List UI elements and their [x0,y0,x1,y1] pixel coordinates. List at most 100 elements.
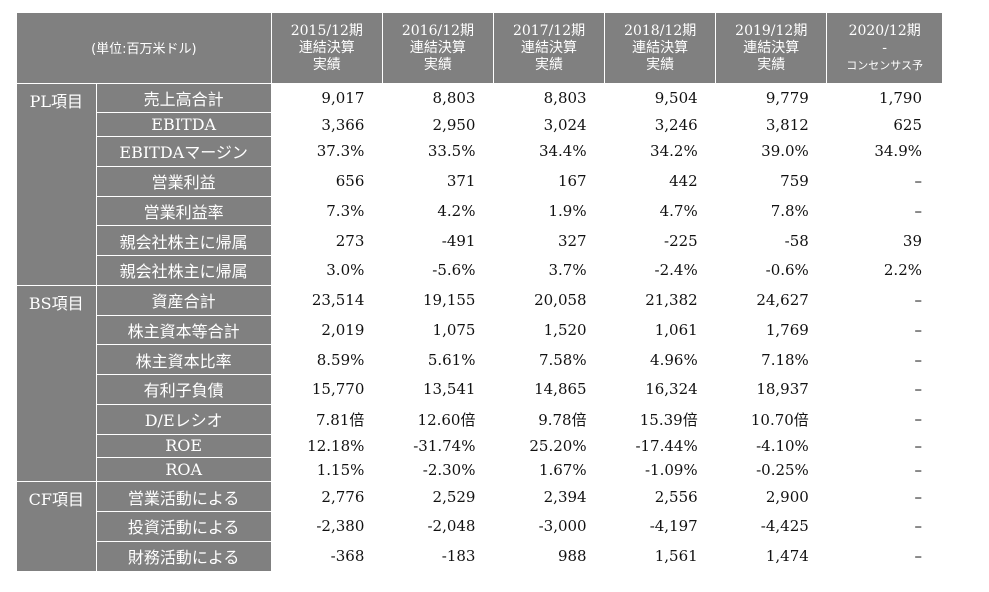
value-cell: -0.6% [715,255,827,286]
table-row: 親会社株主に帰属 273 -491 327 -225 -58 39 [17,225,942,257]
value-cell: 4.2% [382,196,494,227]
value-cell: -183 [382,541,494,572]
value-cell: -3,000 [493,511,605,542]
row-label: 売上高合計 [96,82,272,113]
value-cell: 13,541 [382,374,494,405]
value-cell: 2,529 [382,481,494,512]
value-cell: 39.0% [715,136,827,167]
value-cell: – [826,196,942,227]
year-header: 2019/12期 連結決算 実績 [715,13,828,83]
value-cell: -368 [271,541,383,572]
value-cell: 7.18% [715,344,827,376]
year-type: 実績 [423,56,452,73]
table-row: 営業利益率 7.3% 4.2% 1.9% 4.7% 7.8% – [17,195,942,227]
value-cell: 12.18% [271,434,383,459]
row-label: 有利子負債 [96,374,272,405]
value-cell: – [826,511,942,542]
table-row: 投資活動による -2,380 -2,048 -3,000 -4,197 -4,425– [17,510,942,542]
row-label: 財務活動による [96,540,272,571]
value-cell: 1,075 [382,315,494,346]
table-row: EBITDA 3,366 2,950 3,024 3,246 3,812 625 [17,112,942,138]
value-cell: -2.30% [382,457,494,483]
section-category: PL項目 [17,82,97,286]
value-cell: – [826,541,942,572]
value-cell: 15,770 [271,374,383,405]
value-cell: 2,900 [715,481,827,512]
value-cell: 1,561 [604,541,716,572]
row-label: EBITDAマージン [96,136,272,167]
table-row: 株主資本比率 8.59% 5.61% 7.58% 4.96% 7.18% – [17,344,942,376]
value-cell: – [826,344,942,376]
section-category: BS項目 [17,284,97,482]
row-label: ROA [96,457,272,482]
value-cell: 25.20% [493,434,605,459]
value-cell: -2,048 [382,511,494,542]
value-cell: 9.78倍 [493,404,605,435]
value-cell: 3,024 [493,112,605,138]
year-period: 2020/12期 [848,22,921,39]
row-label: 親会社株主に帰属 [96,255,272,286]
value-cell: 656 [271,166,383,197]
value-cell: 273 [271,225,383,257]
value-cell: -4.10% [715,434,827,459]
year-basis: 連結決算 [298,39,355,56]
table-row: BS項目 資産合計 23,514 19,155 20,058 21,382 24,627– [17,284,942,482]
value-cell: 7.81倍 [271,404,383,435]
value-cell: -17.44% [604,434,716,459]
value-cell: 1.67% [493,457,605,483]
row-label: 投資活動による [96,510,272,542]
row-label: 営業利益 [96,165,272,197]
value-cell: 2,556 [604,481,716,512]
header-row: (単位:百万米ドル) 2015/12期 連結決算 実績 2016/12期 連結決… [17,13,942,83]
value-cell: 1.15% [271,457,383,483]
value-cell: 3,246 [604,112,716,138]
value-cell: – [826,285,942,316]
value-cell: 1,769 [715,315,827,346]
value-cell: 7.58% [493,344,605,376]
table-row: 親会社株主に帰属 3.0% -5.6% 3.7% -2.4% -0.6% 2.2% [17,255,942,286]
value-cell: -5.6% [382,255,494,286]
value-cell: 8.59% [271,344,383,376]
value-cell: 34.9% [826,136,942,167]
year-type: 実績 [535,56,564,73]
value-cell: 327 [493,225,605,257]
year-type: 実績 [646,56,675,73]
value-cell: 19,155 [382,285,494,316]
year-period: 2019/12期 [735,22,808,39]
year-period: 2015/12期 [290,22,363,39]
value-cell: 10.70倍 [715,404,827,435]
value-cell: 2,776 [271,481,383,512]
table-row: 株主資本等合計 2,019 1,075 1,520 1,061 1,769– [17,314,942,346]
value-cell: 988 [493,541,605,572]
value-cell: 1,474 [715,541,827,572]
value-cell: 24,627 [715,285,827,316]
value-cell: – [826,481,942,512]
year-type: 実績 [757,56,786,73]
value-cell: – [826,434,942,459]
value-cell: – [826,315,942,346]
value-cell: 33.5% [382,136,494,167]
value-cell: 5.61% [382,344,494,376]
year-period: 2017/12期 [512,22,586,39]
value-cell: 9,017 [271,83,383,114]
table-row: EBITDAマージン 37.3% 33.5% 34.4% 34.2% 39.0% 34.9% [17,136,942,167]
value-cell: – [826,374,942,405]
row-label: 営業利益率 [96,195,272,226]
value-cell: 16,324 [604,374,716,405]
value-cell: 8,803 [493,83,605,114]
year-basis: 連結決算 [409,39,466,56]
table-row: ROA 1.15% -2.30% 1.67% -1.09% -0.25% – [17,457,942,483]
value-cell: -491 [382,225,494,257]
year-header: 2015/12期 連結決算 実績 [271,13,383,83]
value-cell: -4,425 [715,511,827,542]
year-header: 2020/12期 - コンセンサス予 [826,13,942,83]
year-basis: 連結決算 [521,39,578,56]
value-cell: 14,865 [493,374,605,405]
value-cell: 37.3% [271,136,383,167]
table-row: PL項目 売上高合計 9,017 8,803 8,803 9,504 9,779 1,790 [17,82,942,286]
value-cell: 34.2% [604,136,716,167]
value-cell: 7.3% [271,196,383,227]
value-cell: 371 [382,166,494,197]
value-cell: 15.39倍 [604,404,716,435]
value-cell: -58 [715,225,827,257]
